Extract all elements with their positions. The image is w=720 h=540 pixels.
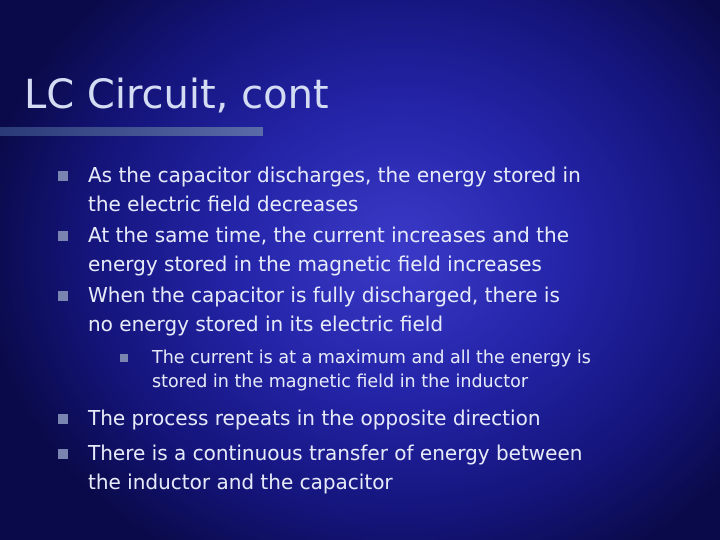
bullet: There is a continuous transfer of energy…	[58, 439, 583, 497]
bullet-marker	[58, 414, 68, 424]
bullet: At the same time, the current increases …	[58, 221, 569, 279]
bullet-line: The process repeats in the opposite dire…	[88, 406, 541, 430]
bullet-line: As the capacitor discharges, the energy …	[88, 163, 581, 187]
bullet: As the capacitor discharges, the energy …	[58, 161, 581, 219]
bullet-line: At the same time, the current increases …	[88, 223, 569, 247]
bullet: When the capacitor is fully discharged, …	[58, 281, 560, 339]
bullet-marker	[120, 354, 128, 362]
bullet-line: stored in the magnetic field in the indu…	[152, 372, 529, 392]
bullet-marker	[58, 171, 68, 181]
bullet-line: When the capacitor is fully discharged, …	[88, 283, 560, 307]
bullet-marker	[58, 449, 68, 459]
bullet-line: The current is at a maximum and all the …	[152, 348, 591, 368]
bullet-line: There is a continuous transfer of energy…	[88, 441, 583, 465]
bullet-line: no energy stored in its electric field	[88, 312, 444, 336]
bullet-line: the electric field decreases	[88, 192, 359, 216]
sub-bullet: The current is at a maximum and all the …	[120, 346, 591, 394]
title-rule	[0, 127, 263, 136]
bullet-line: the inductor and the capacitor	[88, 470, 393, 494]
slide-title: LC Circuit, cont	[24, 72, 329, 118]
bullet-line: energy stored in the magnetic field incr…	[88, 252, 542, 276]
bullet-marker	[58, 291, 68, 301]
bullet: The process repeats in the opposite dire…	[58, 404, 541, 433]
bullet-marker	[58, 231, 68, 241]
